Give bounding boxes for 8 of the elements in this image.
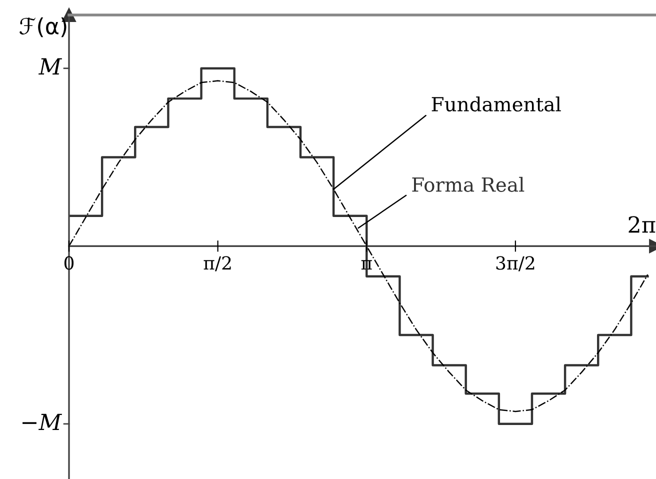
x-axis-title: 2π [628,216,656,233]
text: Fundamental [432,96,561,112]
text: M [38,58,62,74]
y-axis-title: ℱ(α) [20,17,66,38]
x-tick-label: 3π/2 [496,256,534,272]
x-tick-label: π/2 [204,256,231,272]
text: −M [22,414,62,430]
text: Forma Real [412,176,524,192]
